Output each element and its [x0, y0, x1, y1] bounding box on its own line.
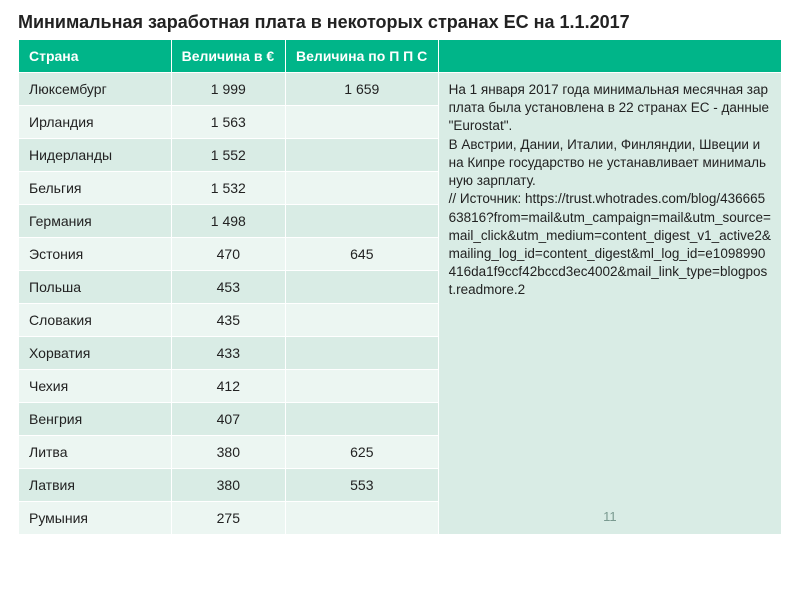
cell-eur: 1 563 — [171, 106, 285, 139]
cell-eur: 275 — [171, 502, 285, 535]
cell-country: Словакия — [19, 304, 172, 337]
cell-eur: 1 999 — [171, 73, 285, 106]
cell-eur: 433 — [171, 337, 285, 370]
cell-country: Нидерланды — [19, 139, 172, 172]
cell-eur: 1 532 — [171, 172, 285, 205]
cell-eur: 412 — [171, 370, 285, 403]
cell-ppp: 1 659 — [286, 73, 439, 106]
cell-country: Польша — [19, 271, 172, 304]
table-row: Люксембург1 9991 659На 1 января 2017 год… — [19, 73, 782, 106]
page-title: Минимальная заработная плата в некоторых… — [18, 12, 782, 33]
cell-country: Ирландия — [19, 106, 172, 139]
cell-ppp — [286, 271, 439, 304]
cell-ppp — [286, 370, 439, 403]
cell-country: Румыния — [19, 502, 172, 535]
col-country: Страна — [19, 40, 172, 73]
cell-country: Литва — [19, 436, 172, 469]
cell-ppp — [286, 502, 439, 535]
cell-ppp: 645 — [286, 238, 439, 271]
cell-eur: 380 — [171, 469, 285, 502]
cell-country: Германия — [19, 205, 172, 238]
cell-eur: 435 — [171, 304, 285, 337]
cell-ppp — [286, 106, 439, 139]
cell-ppp — [286, 139, 439, 172]
col-ppp: Величина по П П С — [286, 40, 439, 73]
cell-country: Эстония — [19, 238, 172, 271]
col-note — [438, 40, 781, 73]
cell-ppp: 553 — [286, 469, 439, 502]
cell-eur: 470 — [171, 238, 285, 271]
note-cell: На 1 января 2017 года минимальная месячн… — [438, 73, 781, 535]
cell-eur: 407 — [171, 403, 285, 436]
cell-ppp — [286, 403, 439, 436]
page-number: 11 — [439, 508, 781, 526]
cell-country: Люксембург — [19, 73, 172, 106]
cell-country: Чехия — [19, 370, 172, 403]
cell-country: Латвия — [19, 469, 172, 502]
cell-ppp — [286, 304, 439, 337]
cell-ppp — [286, 337, 439, 370]
cell-ppp: 625 — [286, 436, 439, 469]
col-eur: Величина в € — [171, 40, 285, 73]
cell-ppp — [286, 172, 439, 205]
cell-eur: 1 552 — [171, 139, 285, 172]
cell-country: Венгрия — [19, 403, 172, 436]
table-header-row: Страна Величина в € Величина по П П С — [19, 40, 782, 73]
cell-eur: 380 — [171, 436, 285, 469]
wage-table: Страна Величина в € Величина по П П С Лю… — [18, 39, 782, 535]
cell-country: Бельгия — [19, 172, 172, 205]
cell-country: Хорватия — [19, 337, 172, 370]
cell-eur: 453 — [171, 271, 285, 304]
cell-ppp — [286, 205, 439, 238]
note-text: На 1 января 2017 года минимальная месячн… — [449, 81, 771, 300]
cell-eur: 1 498 — [171, 205, 285, 238]
